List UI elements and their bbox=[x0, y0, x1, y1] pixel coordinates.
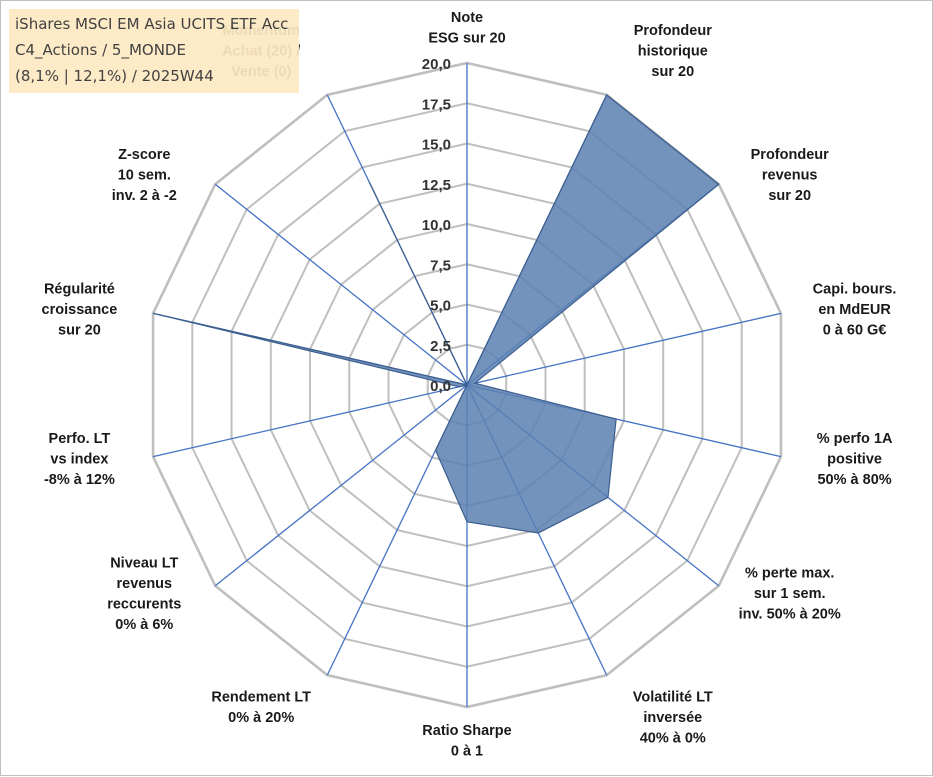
tick-label: 10,0 bbox=[422, 217, 451, 234]
axis-label: Profondeur historique sur 20 bbox=[634, 23, 712, 80]
axis-label-line: 50% à 80% bbox=[817, 472, 891, 488]
axis-label: % perte max. sur 1 sem. inv. 50% à 20% bbox=[739, 566, 841, 623]
axis-label-line: sur 20 bbox=[651, 64, 694, 80]
axis-label-line: % perte max. bbox=[745, 566, 834, 582]
axis-label-line: Ratio Sharpe bbox=[422, 723, 511, 739]
axis-label-line: vs index bbox=[50, 452, 108, 468]
axis-label: Ratio Sharpe 0 à 1 bbox=[422, 723, 511, 760]
tick-label: 0,0 bbox=[430, 378, 451, 395]
tick-label: 17,5 bbox=[422, 96, 451, 113]
axis-label-line: positive bbox=[827, 452, 882, 468]
axis-label-line: Profondeur bbox=[751, 147, 829, 163]
axis-label: Régularité croissance sur 20 bbox=[42, 281, 118, 338]
axis-label-line: sur 1 sem. bbox=[754, 586, 826, 602]
axis-label-line: 40% à 0% bbox=[640, 731, 706, 747]
axis-label: Capi. bours. en MdEUR 0 à 60 G€ bbox=[813, 281, 897, 338]
tick-label: 2,5 bbox=[430, 338, 451, 355]
axis-label: Z-score 10 sem. inv. 2 à -2 bbox=[112, 147, 177, 204]
fund-category: C4_Actions / 5_MONDE bbox=[15, 37, 293, 63]
axis-label-line: revenus bbox=[116, 576, 172, 592]
axis-label-line: Perfo. LT bbox=[49, 431, 111, 447]
tick-label: 5,0 bbox=[430, 298, 451, 315]
axis-label-line: Profondeur bbox=[634, 23, 712, 39]
tick-label: 12,5 bbox=[422, 177, 451, 194]
axis-label: Niveau LT revenus reccurents 0% à 6% bbox=[107, 555, 181, 633]
axis-label-line: Niveau LT bbox=[110, 555, 178, 571]
fund-info-box: iShares MSCI EM Asia UCITS ETF Acc C4_Ac… bbox=[9, 9, 299, 93]
axis-label-line: Régularité bbox=[44, 281, 115, 297]
axis-label-line: 0% à 20% bbox=[228, 710, 294, 726]
axis-label-line: inv. 50% à 20% bbox=[739, 607, 841, 623]
axis-label: Rendement LT 0% à 20% bbox=[211, 690, 311, 727]
axis-label-line: Rendement LT bbox=[211, 690, 311, 706]
axis-label-line: sur 20 bbox=[768, 188, 811, 204]
tick-label: 7,5 bbox=[430, 257, 451, 274]
axis-label-line: 0% à 6% bbox=[115, 617, 173, 633]
axis-label-line: ESG sur 20 bbox=[428, 31, 505, 47]
axis-label-line: Z-score bbox=[118, 147, 170, 163]
axis-label: Perfo. LT vs index -8% à 12% bbox=[44, 431, 115, 488]
axis-label-line: Capi. bours. bbox=[813, 281, 897, 297]
fund-name: iShares MSCI EM Asia UCITS ETF Acc bbox=[15, 11, 293, 37]
tick-label: 15,0 bbox=[422, 137, 451, 154]
axis-label-line: revenus bbox=[762, 167, 818, 183]
axis-label: Profondeur revenus sur 20 bbox=[751, 147, 829, 204]
axis-label-line: inv. 2 à -2 bbox=[112, 188, 177, 204]
axis-label-line: 0 à 1 bbox=[451, 744, 483, 760]
axis-label: Note ESG sur 20 bbox=[428, 10, 505, 47]
axis-label-line: sur 20 bbox=[58, 322, 101, 338]
axis-label-line: 0 à 60 G€ bbox=[823, 322, 887, 338]
axis-label: Volatilité LT inversée 40% à 0% bbox=[633, 690, 713, 747]
fund-stats: (8,1% | 12,1%) / 2025W44 bbox=[15, 63, 293, 89]
radar-tick-labels: 0,0 2,5 5,0 7,5 10,0 12,5 15,0 17,5 20,0 bbox=[422, 56, 451, 395]
axis-label: % perfo 1A positive 50% à 80% bbox=[817, 431, 893, 488]
axis-label-line: en MdEUR bbox=[818, 302, 891, 318]
axis-label-line: historique bbox=[638, 43, 708, 59]
axis-label-line: -8% à 12% bbox=[44, 472, 115, 488]
tick-label: 20,0 bbox=[422, 56, 451, 73]
axis-label-line: Volatilité LT bbox=[633, 690, 713, 706]
axis-label-line: Note bbox=[451, 10, 483, 26]
axis-label-line: 10 sem. bbox=[118, 167, 171, 183]
axis-label-line: % perfo 1A bbox=[817, 431, 893, 447]
axis-label-line: croissance bbox=[42, 302, 118, 318]
axis-label-line: inversée bbox=[643, 710, 702, 726]
axis-label-line: reccurents bbox=[107, 596, 181, 612]
